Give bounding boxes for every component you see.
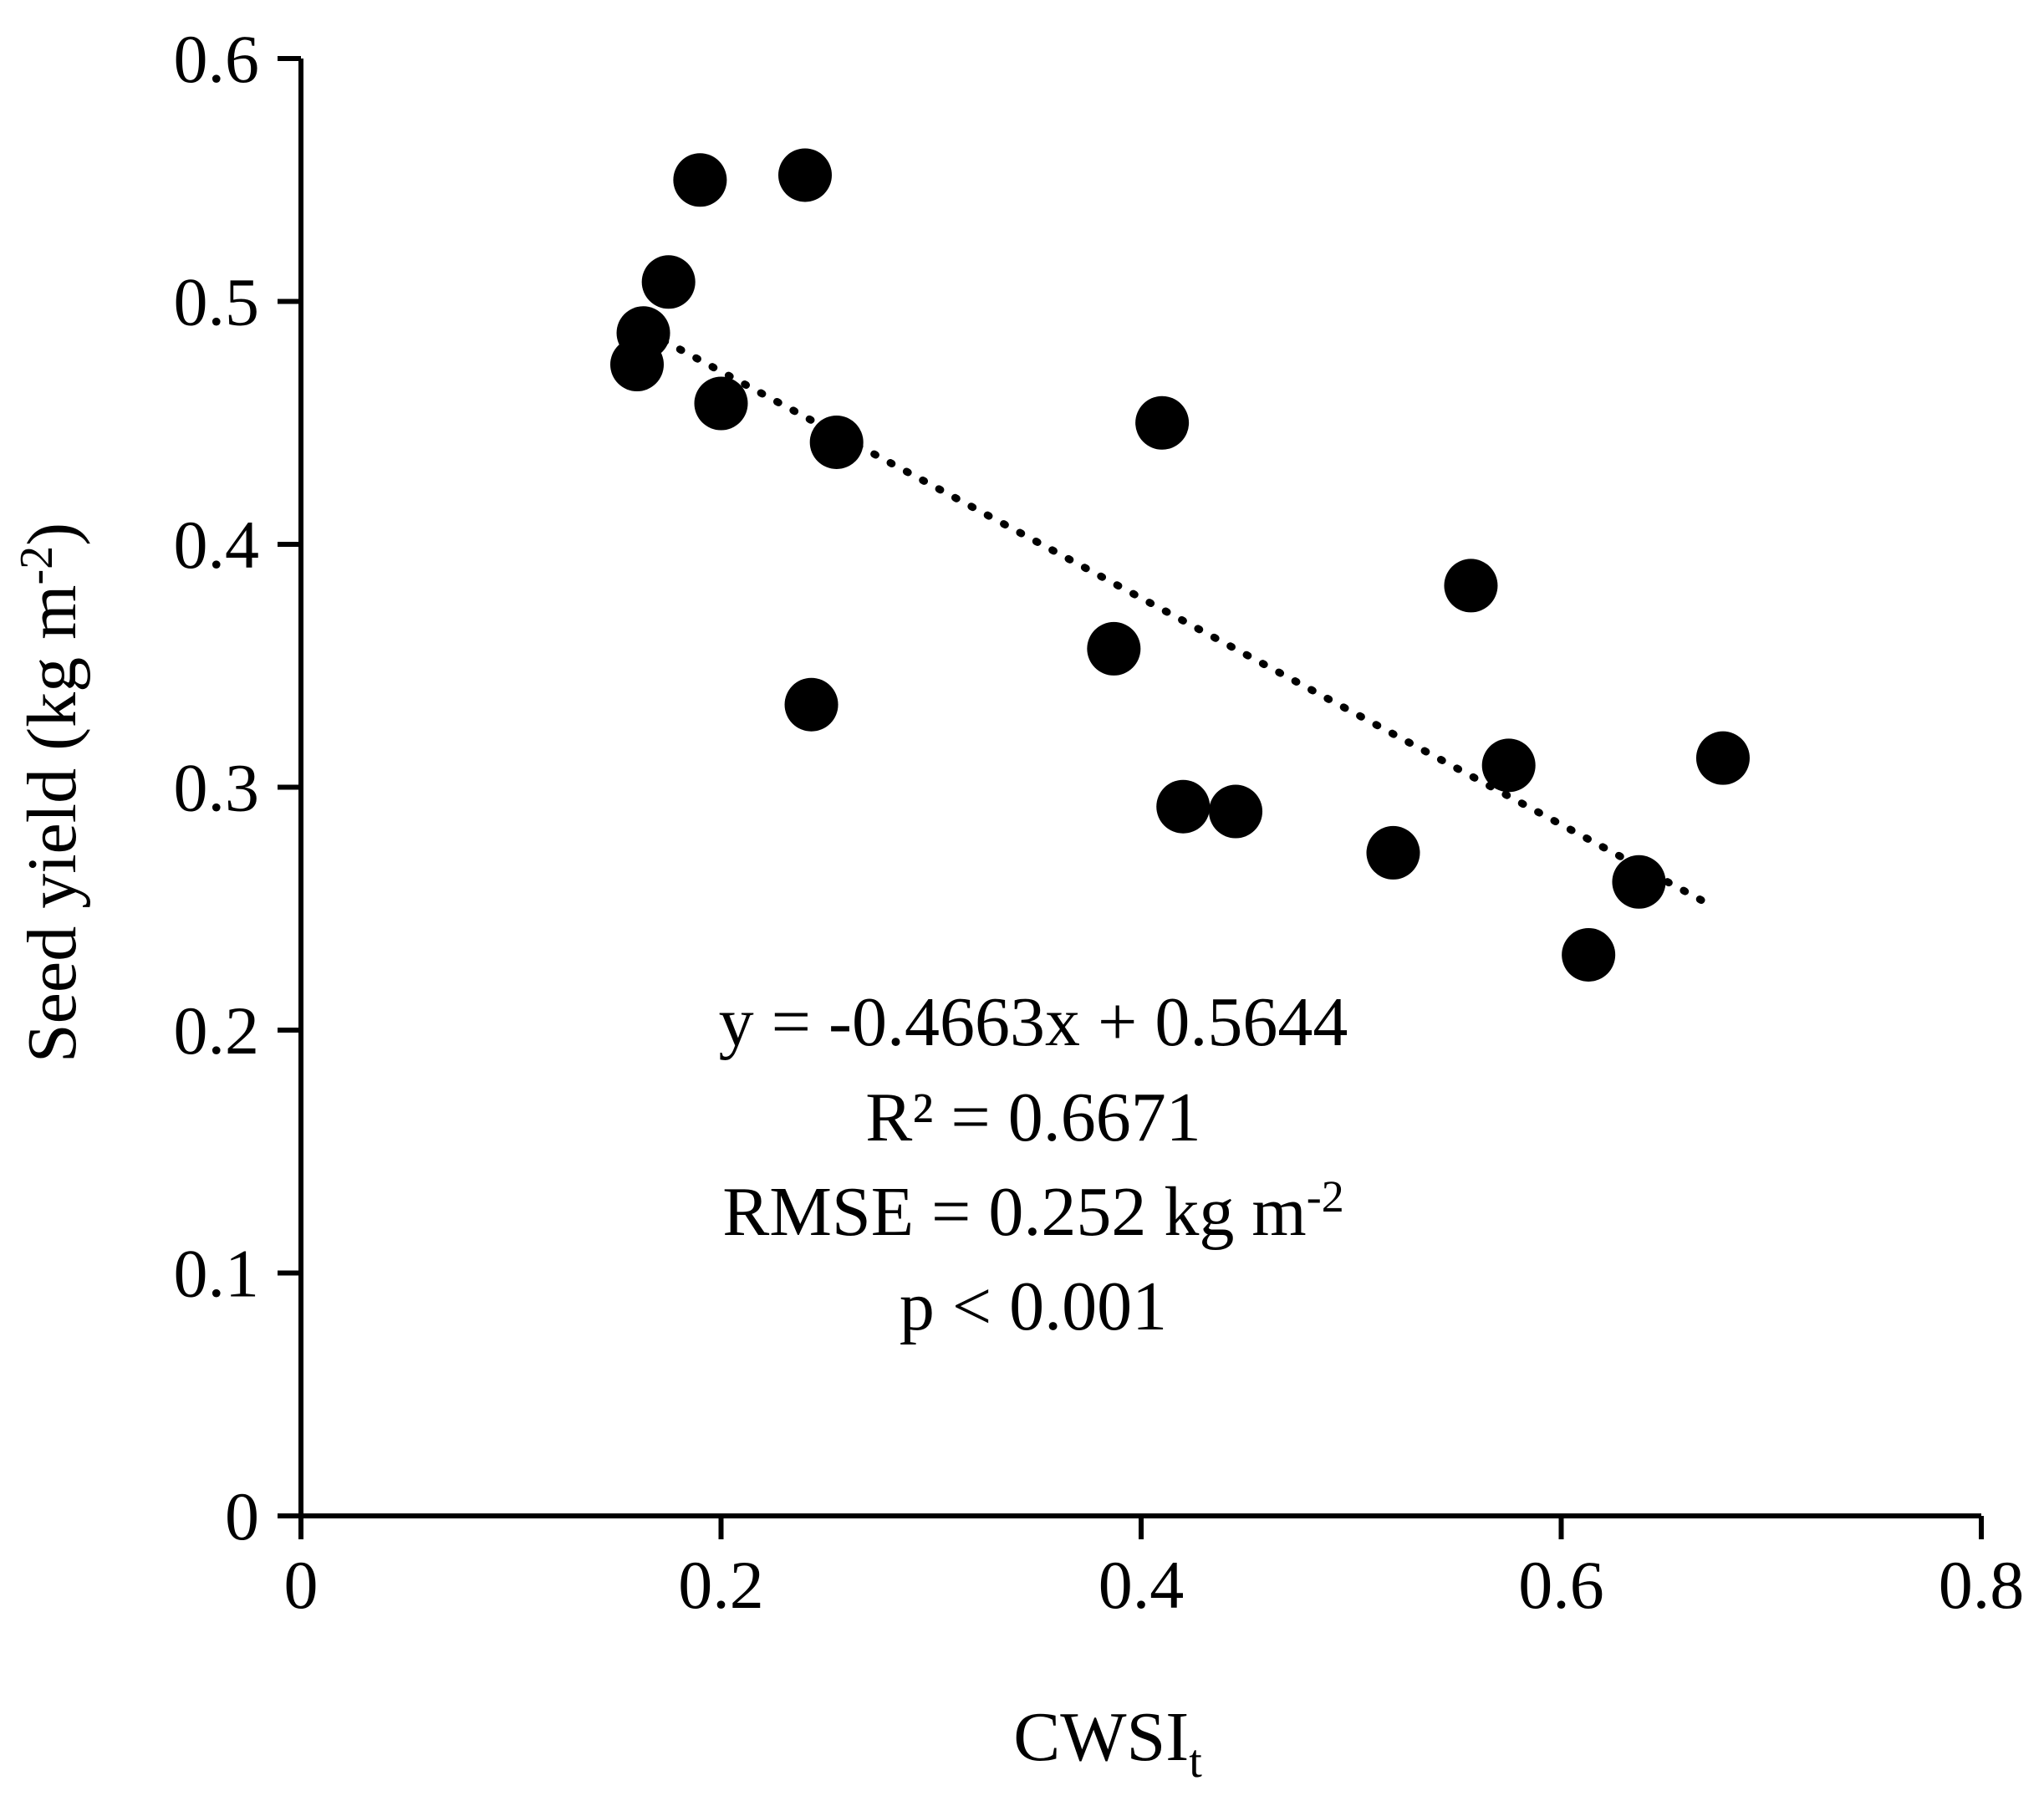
y-tick-label: 0.2 bbox=[174, 992, 260, 1069]
y-ticks-group: 0 0.1 0.2 0.3 0.4 0.5 0.6 bbox=[174, 21, 301, 1554]
scatter-point bbox=[778, 148, 832, 202]
scatter-point bbox=[1695, 731, 1750, 785]
scatter-point bbox=[1156, 779, 1211, 834]
y-tick-label: 0.6 bbox=[174, 21, 260, 97]
scatter-point bbox=[1444, 559, 1498, 613]
x-ticks-group: 0 0.2 0.4 0.6 0.8 bbox=[284, 1516, 2025, 1623]
scatter-point bbox=[1135, 395, 1190, 450]
scatter-point bbox=[616, 306, 670, 360]
x-tick-label: 0.8 bbox=[1939, 1547, 2025, 1623]
equation-text: y = -0.4663x + 0.5644 bbox=[719, 983, 1348, 1061]
y-tick-label: 0.5 bbox=[174, 264, 260, 340]
scatter-point bbox=[1481, 738, 1536, 793]
scatter-point bbox=[1562, 927, 1616, 982]
x-axis-title-main: CWSI bbox=[1013, 1698, 1189, 1776]
x-tick-label: 0 bbox=[284, 1547, 319, 1623]
y-axis-title-superscript: -2 bbox=[11, 546, 63, 585]
y-tick-label: 0.1 bbox=[174, 1236, 260, 1312]
scatter-points-group bbox=[610, 148, 1750, 982]
x-axis-title-subscript: t bbox=[1189, 1736, 1202, 1788]
x-tick-label: 0.4 bbox=[1098, 1547, 1185, 1623]
y-axis-title-main: Seed yield (kg m bbox=[13, 585, 91, 1064]
y-tick-label: 0.4 bbox=[174, 507, 260, 583]
x-axis-title: CWSIt bbox=[1013, 1698, 1202, 1788]
scatter-point bbox=[1087, 621, 1141, 676]
annotation-block: y = -0.4663x + 0.5644 R² = 0.6671 RMSE =… bbox=[719, 983, 1348, 1345]
rmse-main: RMSE = 0.252 kg m bbox=[722, 1173, 1306, 1251]
x-tick-label: 0.2 bbox=[678, 1547, 764, 1623]
scatter-point bbox=[694, 376, 748, 431]
scatter-point bbox=[1612, 855, 1666, 909]
scatter-point bbox=[1366, 825, 1420, 880]
y-axis-title-suffix: ) bbox=[13, 523, 91, 546]
rmse-text: RMSE = 0.252 kg m-2 bbox=[722, 1171, 1343, 1251]
y-tick-label: 0 bbox=[225, 1478, 259, 1554]
p-value-text: p < 0.001 bbox=[900, 1268, 1167, 1345]
y-tick-label: 0.3 bbox=[174, 750, 260, 826]
y-axis-title: Seed yield (kg m-2) bbox=[11, 523, 91, 1063]
scatter-point bbox=[673, 153, 727, 207]
scatter-point bbox=[784, 677, 838, 732]
scatter-point bbox=[809, 415, 864, 469]
rmse-superscript: -2 bbox=[1307, 1171, 1344, 1222]
scatter-point bbox=[641, 255, 696, 309]
x-tick-label: 0.6 bbox=[1518, 1547, 1604, 1623]
r-squared-text: R² = 0.6671 bbox=[865, 1079, 1201, 1156]
scatter-point bbox=[1209, 784, 1263, 839]
